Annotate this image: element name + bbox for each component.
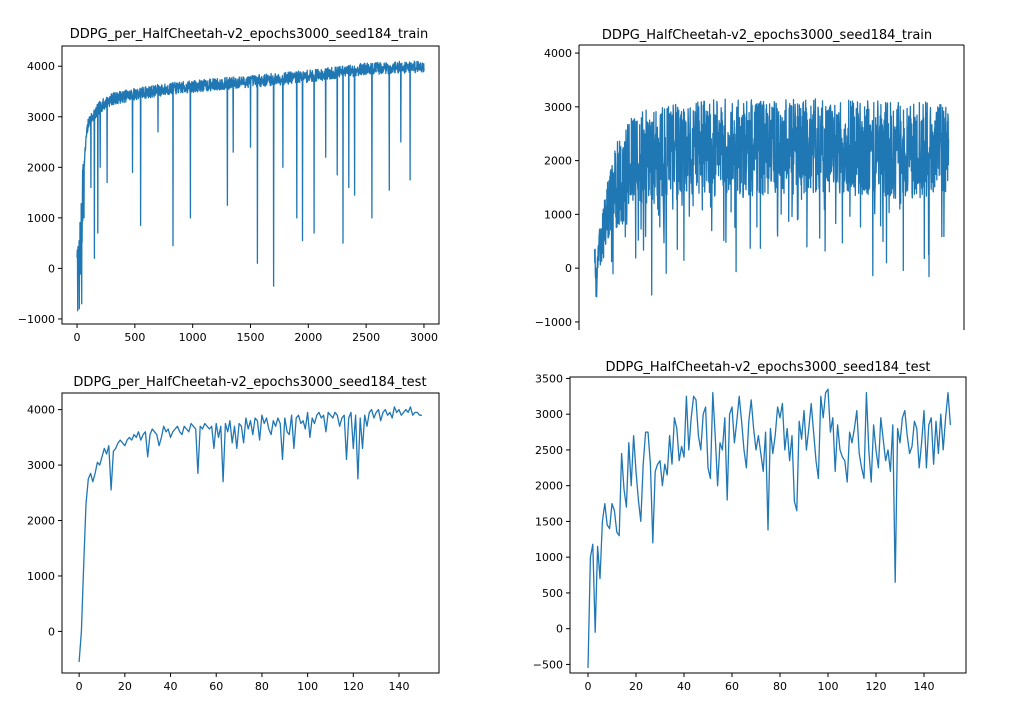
chart-per-train: DDPG_per_HalfCheetah-v2_epochs3000_seed1…: [18, 27, 440, 344]
x-tick-label: 140: [914, 680, 935, 693]
y-tick-label: 4000: [27, 404, 55, 417]
axis-ticks: 0 1000 2000 3000 4000 0 20 40 60 80 100 120 140: [27, 404, 410, 693]
y-tick-label: −1000: [18, 313, 55, 326]
y-tick-label: 3000: [535, 408, 563, 421]
y-tick-label: 2000: [535, 480, 563, 493]
x-tick-label: 60: [209, 680, 223, 693]
plot-frame: [61, 392, 440, 674]
y-tick-label: 0: [556, 623, 563, 636]
series-line: [76, 60, 425, 312]
y-tick-label: 2000: [27, 161, 55, 174]
chart-title: DDPG_HalfCheetah-v2_epochs3000_seed184_t…: [602, 28, 932, 43]
x-tick-label: 1000: [179, 331, 207, 344]
x-tick-label: 500: [124, 331, 145, 344]
y-tick-label: 0: [565, 262, 572, 275]
y-tick-label: 500: [542, 587, 563, 600]
y-tick-label: 1000: [535, 551, 563, 564]
y-tick-label: 3500: [535, 372, 563, 385]
series-line: [78, 406, 422, 662]
x-tick-label: 120: [866, 680, 887, 693]
x-tick-label: 100: [818, 680, 839, 693]
chart-title: DDPG_per_HalfCheetah-v2_epochs3000_seed1…: [70, 27, 428, 42]
chart-title: DDPG_per_HalfCheetah-v2_epochs3000_seed1…: [73, 375, 426, 390]
axis-ticks: −500 0 500 1000 1500 2000 2500 3000 3500 0 20 40 60 8…: [533, 372, 935, 693]
y-tick-label: 4000: [544, 47, 572, 60]
y-tick-label: 2000: [27, 515, 55, 528]
x-tick-label: 0: [585, 680, 592, 693]
y-tick-label: 3000: [27, 111, 55, 124]
chart-per-test: DDPG_per_HalfCheetah-v2_epochs3000_seed1…: [27, 375, 440, 693]
plot-frame: [578, 44, 965, 330]
chart-title: DDPG_HalfCheetah-v2_epochs3000_seed184_t…: [605, 360, 930, 375]
axis-ticks: −1000 0 1000 2000 3000 4000 0 500 1000 1500 2000 25…: [18, 60, 438, 344]
x-tick-label: 100: [297, 680, 318, 693]
x-tick-label: 20: [629, 680, 643, 693]
y-tick-label: 2000: [544, 155, 572, 168]
chart-train: DDPG_HalfCheetah-v2_epochs3000_seed184_t…: [535, 28, 965, 330]
x-tick-label: 0: [74, 331, 81, 344]
x-tick-label: 2500: [352, 331, 380, 344]
axis-ticks: −1000 0 1000 2000 3000 4000: [535, 47, 579, 329]
y-tick-label: 4000: [27, 60, 55, 73]
y-tick-label: 3000: [27, 459, 55, 472]
y-tick-label: 0: [48, 262, 55, 275]
y-tick-label: 1000: [27, 212, 55, 225]
y-tick-label: 2500: [535, 444, 563, 457]
x-tick-label: 60: [725, 680, 739, 693]
plot-frame: [569, 376, 967, 674]
y-tick-label: 0: [48, 625, 55, 638]
x-tick-label: 40: [164, 680, 178, 693]
x-tick-label: 40: [677, 680, 691, 693]
x-tick-label: 80: [773, 680, 787, 693]
x-tick-label: 1500: [237, 331, 265, 344]
series-line: [587, 388, 952, 669]
x-tick-label: 140: [389, 680, 410, 693]
y-tick-label: 1000: [544, 208, 572, 221]
x-tick-label: 2000: [294, 331, 322, 344]
x-tick-label: 80: [255, 680, 269, 693]
y-tick-label: 3000: [544, 101, 572, 114]
series-line: [593, 98, 950, 298]
y-tick-label: 1500: [535, 515, 563, 528]
chart-test: DDPG_HalfCheetah-v2_epochs3000_seed184_t…: [533, 360, 967, 693]
y-tick-label: −500: [533, 658, 563, 671]
x-tick-label: 0: [76, 680, 83, 693]
x-tick-label: 20: [118, 680, 132, 693]
x-tick-label: 3000: [410, 331, 438, 344]
y-tick-label: −1000: [535, 316, 572, 329]
y-tick-label: 1000: [27, 570, 55, 583]
x-tick-label: 120: [343, 680, 364, 693]
